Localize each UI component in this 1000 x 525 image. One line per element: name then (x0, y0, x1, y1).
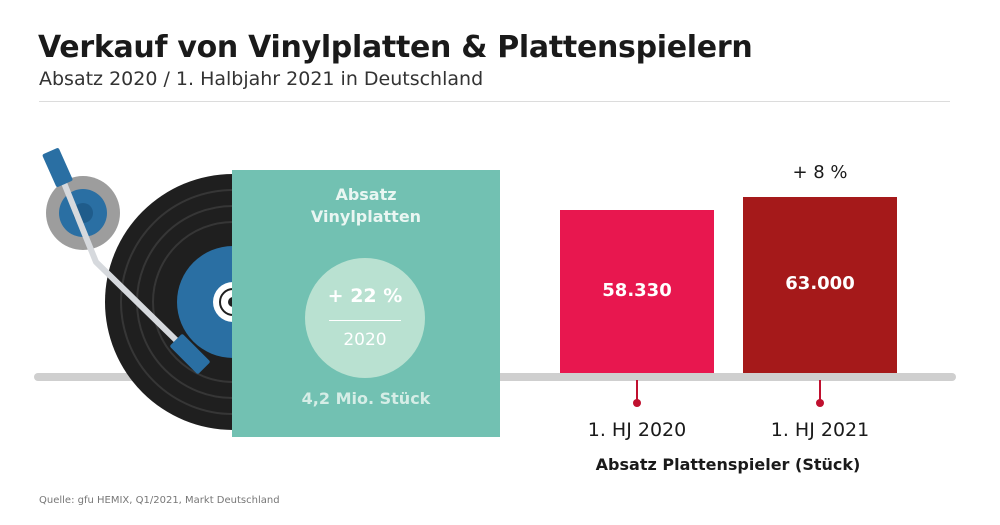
vinyl-units: 4,2 Mio. Stück (301, 389, 431, 408)
category-tick-dot (633, 399, 641, 407)
vinyl-growth-value: + 22 % (327, 285, 403, 307)
tonearm-icon (42, 148, 210, 374)
category-label: 1. HJ 2021 (770, 419, 870, 441)
bar-value-label: 58.330 (602, 279, 672, 301)
vinyl-growth-circle: + 22 % 2020 (305, 258, 425, 378)
source-note: Quelle: gfu HEMIX, Q1/2021, Markt Deutsc… (39, 495, 280, 506)
x-axis-ticks (633, 380, 824, 407)
category-label: 1. HJ 2020 (587, 419, 687, 441)
growth-annotation: + 8 % (792, 162, 848, 183)
x-axis-label: Absatz Plattenspieler (Stück) (595, 455, 861, 474)
vinyl-growth-year: 2020 (343, 330, 387, 350)
bar-2 (743, 197, 897, 373)
bar-1 (560, 210, 714, 373)
vinyl-sales-panel: Absatz Vinylplatten + 22 % 2020 4,2 Mio.… (232, 170, 500, 437)
vinyl-heading-line1: Absatz (335, 185, 397, 204)
vinyl-circle-divider (329, 320, 401, 321)
chart-subtitle: Absatz 2020 / 1. Halbjahr 2021 in Deutsc… (39, 68, 484, 90)
vinyl-heading-line2: Vinylplatten (310, 207, 422, 226)
chart-title: Verkauf von Vinylplatten & Plattenspiele… (38, 30, 753, 65)
title-divider (39, 101, 950, 102)
category-tick-dot (816, 399, 824, 407)
bar-value-label: 63.000 (785, 273, 855, 294)
